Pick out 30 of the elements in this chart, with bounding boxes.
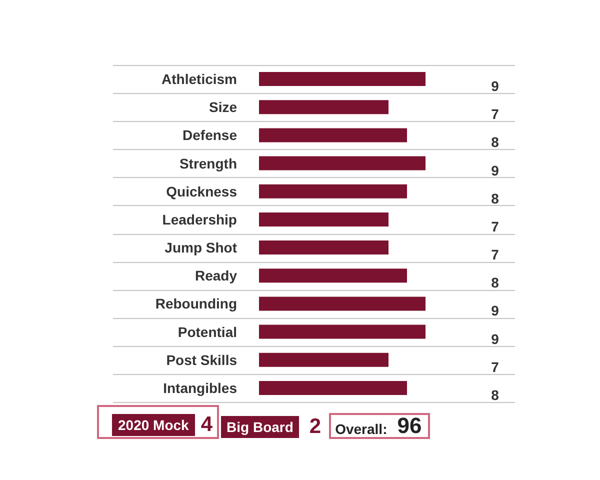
y-tick-label: Jump Shot	[164, 240, 238, 256]
text: Overall:	[335, 421, 388, 437]
y-tick-label: Defense	[182, 127, 238, 144]
y-tick-label: Size	[208, 99, 238, 116]
text: 2	[309, 415, 322, 438]
y-tick-label: Intangibles	[163, 380, 238, 396]
label-tag: Big Board	[220, 416, 300, 438]
text: 4	[200, 413, 213, 436]
y-tick-label: Ready	[194, 268, 238, 284]
data-label: 9	[491, 330, 500, 347]
text: 96	[397, 413, 422, 438]
data-label: 8	[491, 274, 500, 291]
y-tick-label: Strength	[179, 155, 237, 172]
data-label: 7	[491, 358, 500, 375]
y-tick-label: Potential	[178, 324, 237, 340]
data-label: 7	[491, 218, 500, 234]
data-label: 9	[491, 78, 500, 94]
data-label: 8	[491, 190, 500, 206]
data-label: 7	[491, 106, 500, 122]
data-label: 8	[491, 386, 500, 403]
y-tick-label: Quickness	[166, 183, 238, 200]
y-tick-label: Rebounding	[155, 296, 237, 312]
y-tick-label: Athleticism	[162, 71, 237, 88]
data-label: 7	[491, 246, 500, 263]
data-label: 8	[491, 134, 500, 150]
data-label: 9	[491, 162, 500, 178]
label-tag: 2020 Mock	[112, 414, 195, 436]
data-label: 9	[491, 302, 500, 319]
y-tick-label: Leadership	[162, 211, 237, 228]
y-tick-label: Post Skills	[166, 352, 238, 368]
